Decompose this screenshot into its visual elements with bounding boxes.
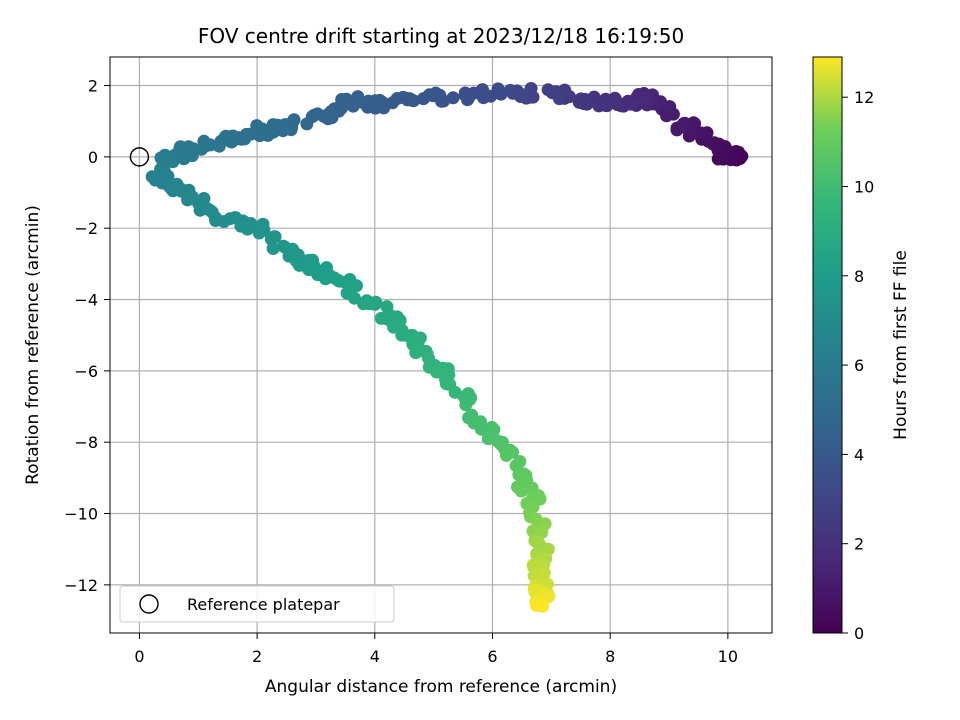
colorbar-tick-label: 4 — [854, 445, 864, 464]
legend-label: Reference platepar — [187, 595, 340, 614]
colorbar — [812, 56, 843, 634]
y-tick-label: −2 — [74, 219, 98, 238]
data-point — [526, 558, 540, 572]
data-point — [268, 230, 281, 244]
y-tick-label: 0 — [88, 148, 98, 167]
y-tick-label: −10 — [64, 505, 98, 524]
data-point — [439, 377, 453, 391]
scatter-points — [145, 82, 749, 613]
x-tick-label: 8 — [605, 647, 615, 666]
data-point — [477, 91, 490, 105]
colorbar-tick-label: 8 — [854, 267, 864, 286]
data-point — [430, 365, 444, 379]
x-axis-ticks: 0 2 4 6 8 10 — [134, 633, 738, 666]
data-point — [252, 226, 266, 240]
data-point — [240, 222, 254, 236]
data-point — [459, 398, 473, 412]
data-point — [417, 92, 430, 106]
data-point — [499, 448, 513, 462]
data-point — [524, 82, 538, 95]
data-point — [253, 129, 267, 143]
x-tick-label: 10 — [718, 647, 738, 666]
chart-title: FOV centre drift starting at 2023/12/18 … — [198, 24, 684, 48]
colorbar-label: Hours from first FF file — [891, 250, 911, 440]
x-tick-label: 6 — [487, 647, 497, 666]
data-point — [409, 346, 423, 360]
data-point — [317, 110, 331, 123]
x-axis-label: Angular distance from reference (arcmin) — [265, 677, 617, 697]
colorbar-ticks: 0 2 4 6 8 10 12 — [842, 88, 874, 643]
y-axis-label: Rotation from reference (arcmin) — [23, 205, 43, 485]
data-point — [541, 83, 555, 97]
data-point — [677, 116, 691, 130]
data-point — [530, 535, 543, 549]
colorbar-tick-label: 0 — [854, 624, 864, 643]
data-point — [536, 599, 549, 613]
data-point — [514, 484, 528, 498]
colorbar-tick-label: 2 — [854, 535, 864, 554]
colorbar-tick-label: 6 — [854, 356, 864, 375]
data-point — [572, 95, 586, 109]
y-tick-label: −12 — [64, 576, 98, 595]
legend-box — [119, 585, 395, 623]
data-point — [300, 117, 314, 131]
y-axis-ticks: 2 0 −2 −4 −6 −8 −10 −12 — [64, 77, 110, 595]
data-point — [346, 99, 360, 113]
data-point — [527, 569, 541, 583]
data-point — [362, 297, 376, 311]
data-point — [474, 422, 488, 436]
data-point — [513, 87, 527, 101]
x-tick-label: 4 — [370, 647, 380, 666]
x-tick-label: 0 — [134, 647, 144, 666]
data-point — [395, 328, 409, 342]
y-tick-label: −8 — [74, 433, 98, 452]
reference-platepar-marker — [129, 147, 150, 167]
data-point — [491, 82, 505, 96]
colorbar-tick-label: 10 — [854, 177, 874, 196]
legend: Reference platepar — [119, 585, 395, 623]
y-tick-label: 2 — [88, 77, 98, 96]
data-point — [266, 242, 280, 255]
plot-area-frame — [109, 56, 773, 634]
colorbar-tick-label: 12 — [854, 88, 874, 107]
y-tick-label: −6 — [74, 362, 98, 381]
data-point — [390, 92, 404, 105]
data-point — [387, 320, 401, 334]
y-tick-label: −4 — [74, 291, 98, 310]
legend-marker-icon — [139, 594, 159, 614]
x-tick-label: 2 — [252, 647, 262, 666]
data-point — [461, 93, 474, 107]
